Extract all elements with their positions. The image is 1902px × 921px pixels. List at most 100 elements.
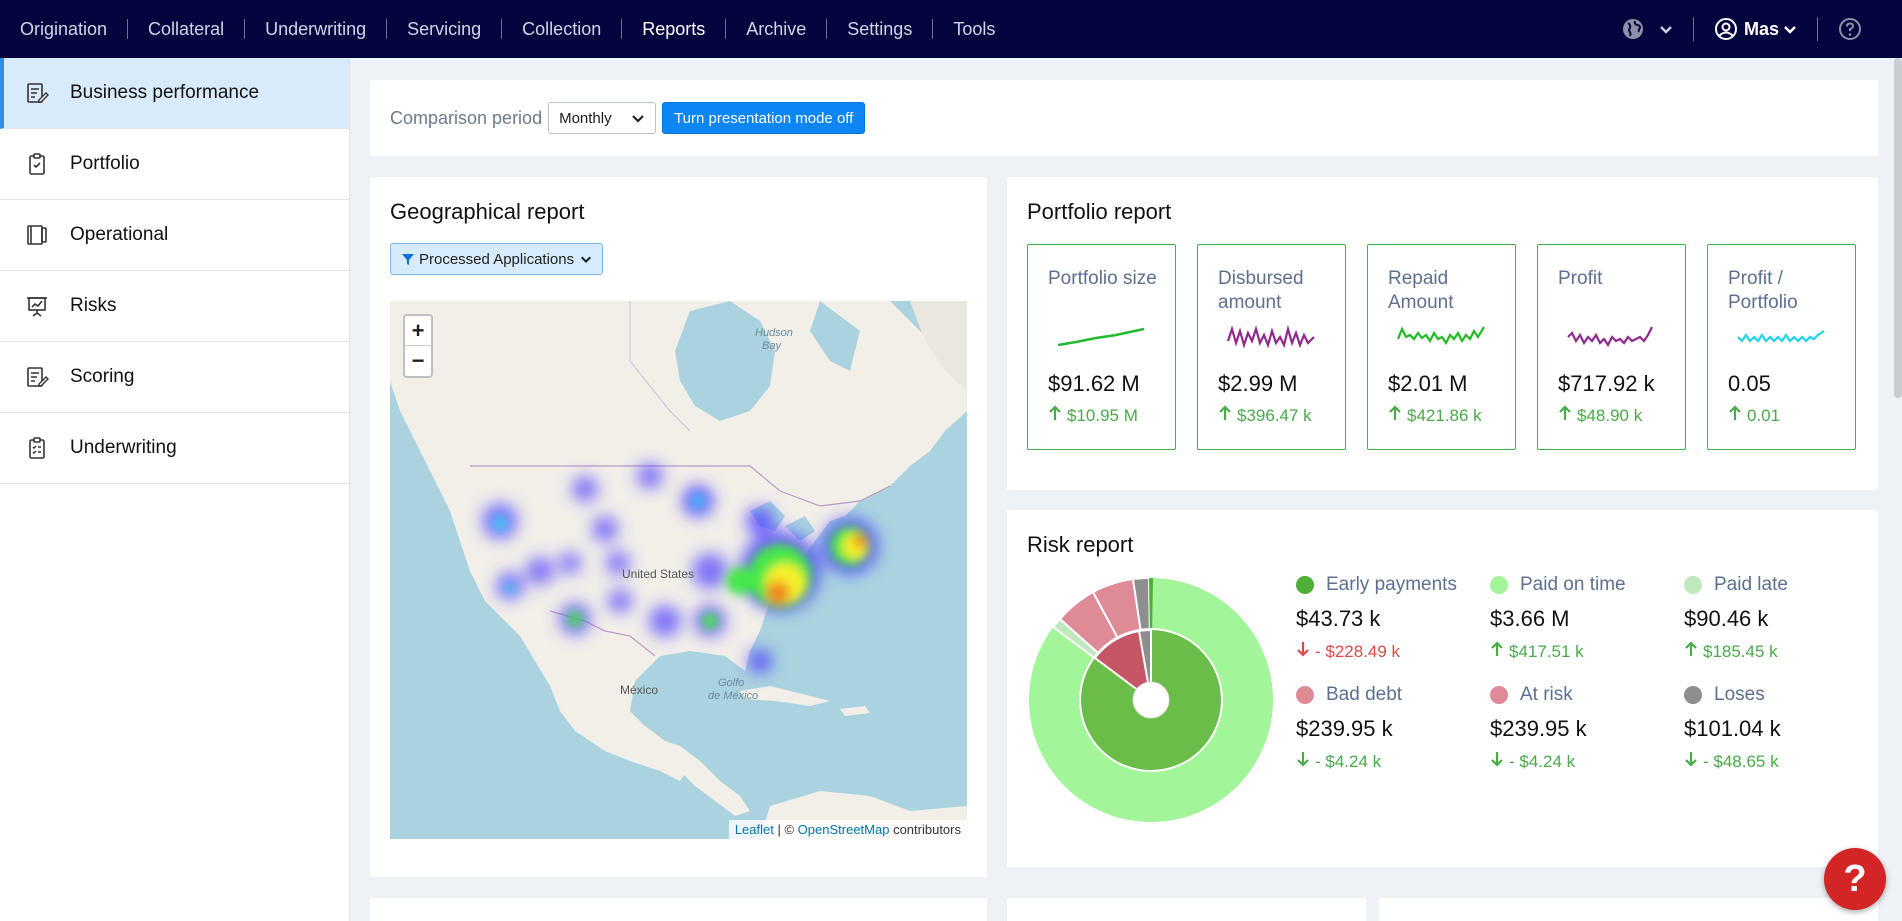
risk-legend: Early payments $43.73 k - $228.49 k Paid…: [1296, 574, 1878, 772]
comparison-period-select[interactable]: Monthly: [548, 102, 657, 134]
nav-settings[interactable]: Settings: [827, 19, 934, 39]
zoom-out-button[interactable]: −: [411, 348, 425, 373]
map-tiles: Hudson Bay United States México Golfo de…: [390, 301, 967, 839]
nav-right-controls: Mas: [1601, 0, 1862, 58]
legend-delta-value: - $4.24 k: [1509, 751, 1576, 771]
arrow-down-icon: [1490, 751, 1504, 772]
arrow-up-icon: [1218, 405, 1232, 426]
legend-label: Bad debt: [1326, 684, 1403, 705]
risk-item-at-risk[interactable]: At risk $239.95 k - $4.24 k: [1490, 684, 1684, 772]
chevron-down-icon: [581, 256, 592, 264]
kpi-sparkline: [1567, 326, 1653, 348]
comparison-period-label: Comparison period: [390, 107, 543, 128]
help-menu[interactable]: [1818, 17, 1862, 41]
kpi-title: Repaid Amount: [1388, 268, 1454, 313]
legend-label: Paid on time: [1520, 574, 1626, 595]
sidebar-item-risks[interactable]: Risks: [0, 271, 349, 342]
legend-label: Early payments: [1326, 574, 1457, 595]
map-attribution: Leaflet | © OpenStreetMap contributors: [728, 820, 967, 839]
sidebar-item-label: Portfolio: [70, 153, 140, 174]
nav-archive[interactable]: Archive: [726, 19, 828, 39]
kpi-portfolio-size[interactable]: Portfolio size $91.62 M $10.95 M: [1027, 244, 1176, 450]
legend-delta: - $228.49 k: [1296, 641, 1490, 662]
risk-report-title: Risk report: [1027, 532, 1134, 557]
globe-icon: [1622, 19, 1643, 39]
report-edit-icon: [24, 80, 50, 106]
risk-item-bad-debt[interactable]: Bad debt $239.95 k - $4.24 k: [1296, 684, 1490, 772]
kpi-repaid-amount[interactable]: Repaid Amount $2.01 M $421.86 k: [1367, 244, 1516, 450]
presentation-chart-icon: [24, 293, 50, 319]
nav-reports[interactable]: Reports: [622, 19, 727, 39]
bottom-card-3: [1379, 898, 1878, 921]
nav-collateral[interactable]: Collateral: [128, 19, 246, 39]
zoom-in-button[interactable]: +: [405, 316, 431, 346]
sidebar-item-business-performance[interactable]: Business performance: [0, 58, 349, 129]
legend-dot: [1684, 686, 1702, 704]
portfolio-report-title: Portfolio report: [1027, 199, 1172, 224]
comparison-filter-bar: Comparison period Monthly Turn presentat…: [370, 80, 1878, 156]
help-floating-button[interactable]: ?: [1824, 848, 1886, 910]
sidebar-item-underwriting[interactable]: Underwriting: [0, 413, 349, 484]
heatmap-map[interactable]: Hudson Bay United States México Golfo de…: [390, 301, 967, 839]
nav-underwriting[interactable]: Underwriting: [245, 19, 388, 39]
processed-applications-filter[interactable]: Processed Applications: [390, 243, 604, 275]
nav-tools[interactable]: Tools: [953, 19, 996, 39]
sidebar-item-label: Business performance: [70, 82, 260, 103]
kpi-delta-value: $396.47 k: [1237, 405, 1312, 425]
legend-delta-value: - $4.24 k: [1315, 751, 1382, 771]
kpi-profit-portfolio[interactable]: Profit / Portfolio 0.05 0.01: [1707, 244, 1856, 450]
risk-item-loses[interactable]: Loses $101.04 k - $48.65 k: [1684, 684, 1878, 772]
sidebar-item-scoring[interactable]: Scoring: [0, 342, 349, 413]
user-menu[interactable]: Mas: [1694, 17, 1818, 41]
kpi-delta: $421.86 k: [1388, 405, 1482, 426]
bottom-card-2: [1007, 898, 1366, 921]
risk-item-paid-on-time[interactable]: Paid on time $3.66 M $417.51 k: [1490, 574, 1684, 662]
kpi-delta: $10.95 M: [1048, 405, 1138, 426]
nav-collection[interactable]: Collection: [502, 19, 623, 39]
arrow-up-icon: [1728, 405, 1742, 426]
legend-dot: [1684, 576, 1702, 594]
leaflet-link[interactable]: Leaflet: [734, 822, 774, 837]
checklist-icon: [24, 435, 50, 461]
chevron-down-icon: [1660, 26, 1672, 34]
kpi-value: $2.99 M: [1218, 371, 1298, 396]
legend-delta-value: - $48.65 k: [1703, 751, 1779, 771]
nav-servicing[interactable]: Servicing: [387, 19, 503, 39]
kpi-profit[interactable]: Profit $717.92 k $48.90 k: [1537, 244, 1686, 450]
legend-dot: [1296, 576, 1314, 594]
clipboard-icon: [24, 151, 50, 177]
kpi-delta: $48.90 k: [1558, 405, 1642, 426]
arrow-down-icon: [1296, 751, 1310, 772]
arrow-up-icon: [1388, 405, 1402, 426]
sidebar-item-portfolio[interactable]: Portfolio: [0, 129, 349, 200]
openstreetmap-link[interactable]: OpenStreetMap: [797, 822, 890, 837]
bottom-card-1: [370, 898, 987, 921]
kpi-sparkline: [1737, 330, 1825, 343]
arrow-up-icon: [1048, 405, 1062, 426]
arrow-down-icon: [1684, 751, 1698, 772]
legend-delta-value: $185.45 k: [1703, 641, 1778, 661]
nav-origination[interactable]: Origination: [0, 19, 129, 39]
chevron-down-icon: [1784, 26, 1796, 34]
presentation-mode-button[interactable]: Turn presentation mode off: [662, 102, 866, 134]
kpi-delta-value: 0.01: [1747, 405, 1781, 425]
legend-dot: [1490, 686, 1508, 704]
top-navigation-bar: Origination Collateral Underwriting Serv…: [0, 0, 1902, 58]
kpi-disbursed-amount[interactable]: Disbursed amount $2.99 M $396.47 k: [1197, 244, 1346, 450]
kpi-title: Disbursed amount: [1218, 268, 1304, 313]
risk-donut-chart[interactable]: [1027, 576, 1275, 824]
language-selector[interactable]: [1601, 17, 1694, 41]
map-label-us: United States: [622, 567, 694, 581]
map-label-bay: Bay: [762, 340, 782, 352]
arrow-up-icon: [1558, 405, 1572, 426]
kpi-delta: $396.47 k: [1218, 405, 1312, 426]
risk-item-early-payments[interactable]: Early payments $43.73 k - $228.49 k: [1296, 574, 1490, 662]
scoring-edit-icon: [24, 364, 50, 390]
notebook-icon: [24, 222, 50, 248]
page-scrollbar[interactable]: [1894, 58, 1902, 398]
legend-value: $43.73 k: [1296, 606, 1381, 631]
sidebar-item-operational[interactable]: Operational: [0, 200, 349, 271]
legend-delta: - $48.65 k: [1684, 751, 1878, 772]
map-label-hudson: Hudson: [755, 327, 793, 339]
risk-item-paid-late[interactable]: Paid late $90.46 k $185.45 k: [1684, 574, 1878, 662]
